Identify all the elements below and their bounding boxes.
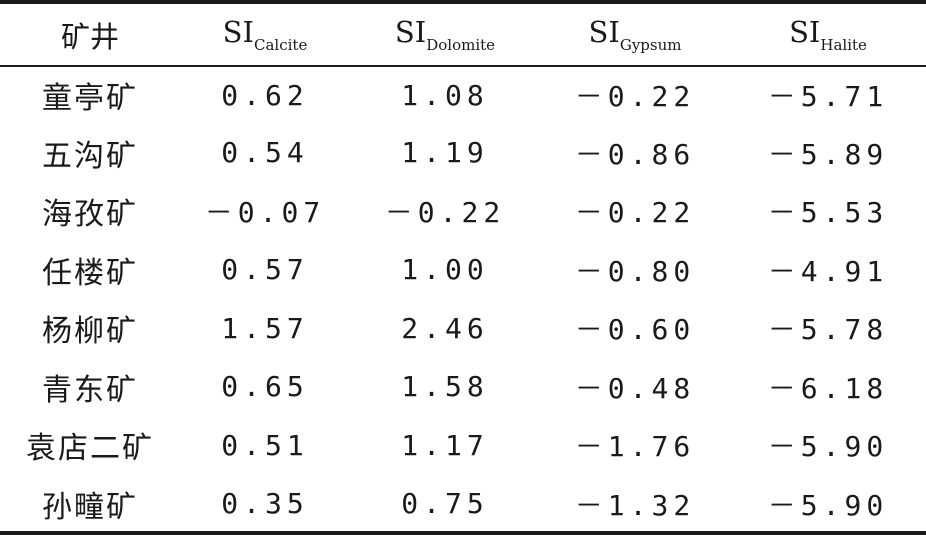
si-gypsum-cell: －0.48 [574,371,696,405]
si-halite-cell: －5.71 [767,80,889,114]
mine-name-cell: 任楼矿 [42,255,138,291]
si-halite-cell: －5.53 [767,196,889,230]
si-dolomite-cell: 1.17 [401,428,489,462]
si-calcite-cell: －0.07 [204,196,326,230]
si-gypsum-cell: －0.22 [574,80,696,114]
header-si-dolomite: SIDolomite [350,4,540,65]
table-row: 海孜矿 －0.07 －0.22 －0.22 －5.53 [0,182,926,241]
mine-name-cell: 杨柳矿 [42,314,138,350]
bottom-rule [0,531,926,535]
header-si-halite-base: SI [789,15,821,49]
header-si-gypsum: SIGypsum [540,4,730,65]
header-si-calcite-sub: Calcite [254,36,308,54]
si-dolomite-cell: 1.58 [401,370,489,404]
table-row: 袁店二矿 0.51 1.17 －1.76 －5.90 [0,416,926,475]
si-calcite-cell: 0.65 [221,370,309,404]
header-si-halite-sub: Halite [820,36,867,54]
table-row: 杨柳矿 1.57 2.46 －0.60 －5.78 [0,299,926,358]
si-gypsum-cell: －0.60 [574,313,696,347]
si-gypsum-cell: －1.76 [574,430,696,464]
mine-name-cell: 五沟矿 [42,138,138,174]
header-rule [0,65,926,67]
data-table: 矿井 SICalcite SIDolomite SIGypsum SIHalit… [0,4,926,533]
si-halite-cell: －6.18 [767,371,889,405]
table-row: 童亭矿 0.62 1.08 －0.22 －5.71 [0,65,926,124]
si-calcite-cell: 0.35 [221,487,309,521]
table-row: 孙疃矿 0.35 0.75 －1.32 －5.90 [0,475,926,534]
si-gypsum-cell: －1.32 [574,488,696,522]
top-rule [0,0,926,4]
header-si-calcite-base: SI [222,15,254,49]
header-row: 矿井 SICalcite SIDolomite SIGypsum SIHalit… [0,4,926,65]
si-gypsum-cell: －0.86 [574,137,696,171]
si-calcite-cell: 0.62 [221,78,309,112]
si-dolomite-cell: 2.46 [401,311,489,345]
si-calcite-cell: 0.51 [221,428,309,462]
si-calcite-cell: 0.54 [221,136,309,170]
si-calcite-cell: 1.57 [221,311,309,345]
table-row: 五沟矿 0.54 1.19 －0.86 －5.89 [0,124,926,183]
si-dolomite-cell: 1.19 [401,136,489,170]
header-si-calcite: SICalcite [180,4,350,65]
si-dolomite-cell: 0.75 [401,487,489,521]
header-si-gypsum-base: SI [588,15,620,49]
si-gypsum-cell: －0.22 [574,196,696,230]
si-halite-cell: －5.78 [767,313,889,347]
si-halite-cell: －5.90 [767,430,889,464]
header-si-halite: SIHalite [730,4,926,65]
header-mine: 矿井 [60,19,119,54]
si-calcite-cell: 0.57 [221,253,309,287]
mine-name-cell: 海孜矿 [42,197,138,233]
mine-name-cell: 袁店二矿 [26,431,154,467]
table-row: 任楼矿 0.57 1.00 －0.80 －4.91 [0,241,926,300]
si-dolomite-cell: －0.22 [384,196,506,230]
mine-name-cell: 孙疃矿 [42,489,138,525]
si-halite-cell: －5.90 [767,488,889,522]
si-dolomite-cell: 1.08 [401,78,489,112]
header-si-dolomite-sub: Dolomite [426,36,496,54]
si-dolomite-cell: 1.00 [401,253,489,287]
mine-name-cell: 青东矿 [42,372,138,408]
si-halite-cell: －4.91 [767,254,889,288]
header-si-dolomite-base: SI [394,15,427,49]
mine-name-cell: 童亭矿 [42,81,138,117]
si-gypsum-cell: －0.80 [574,254,696,288]
header-si-gypsum-sub: Gypsum [619,36,682,54]
table-row: 青东矿 0.65 1.58 －0.48 －6.18 [0,358,926,417]
si-halite-cell: －5.89 [767,137,889,171]
